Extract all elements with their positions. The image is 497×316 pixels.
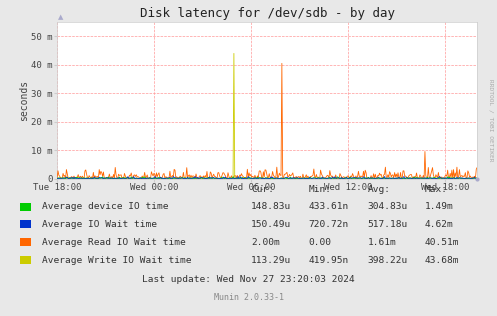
- Text: Average device IO time: Average device IO time: [42, 203, 169, 211]
- Text: 398.22u: 398.22u: [368, 256, 408, 265]
- Y-axis label: seconds: seconds: [19, 80, 29, 121]
- Text: ▲: ▲: [59, 15, 64, 21]
- Text: Average IO Wait time: Average IO Wait time: [42, 220, 157, 229]
- Text: 433.61n: 433.61n: [308, 203, 348, 211]
- Text: Munin 2.0.33-1: Munin 2.0.33-1: [214, 293, 283, 301]
- Text: 4.62m: 4.62m: [425, 220, 454, 229]
- Text: Min:: Min:: [308, 185, 331, 194]
- Text: 517.18u: 517.18u: [368, 220, 408, 229]
- Text: Average Read IO Wait time: Average Read IO Wait time: [42, 238, 186, 247]
- Text: 304.83u: 304.83u: [368, 203, 408, 211]
- Text: Average Write IO Wait time: Average Write IO Wait time: [42, 256, 192, 265]
- Text: 720.72n: 720.72n: [308, 220, 348, 229]
- Text: 2.00m: 2.00m: [251, 238, 280, 247]
- Text: 0.00: 0.00: [308, 238, 331, 247]
- Text: 43.68m: 43.68m: [425, 256, 459, 265]
- Text: 1.61m: 1.61m: [368, 238, 397, 247]
- Text: Avg:: Avg:: [368, 185, 391, 194]
- Text: Cur:: Cur:: [251, 185, 274, 194]
- Text: 40.51m: 40.51m: [425, 238, 459, 247]
- Text: RRDTOOL / TOBI OETIKER: RRDTOOL / TOBI OETIKER: [488, 79, 493, 161]
- Text: 150.49u: 150.49u: [251, 220, 291, 229]
- Text: 148.83u: 148.83u: [251, 203, 291, 211]
- Text: 419.95n: 419.95n: [308, 256, 348, 265]
- Text: 1.49m: 1.49m: [425, 203, 454, 211]
- Text: Last update: Wed Nov 27 23:20:03 2024: Last update: Wed Nov 27 23:20:03 2024: [142, 275, 355, 284]
- Title: Disk latency for /dev/sdb - by day: Disk latency for /dev/sdb - by day: [140, 7, 395, 20]
- Text: Max:: Max:: [425, 185, 448, 194]
- Text: 113.29u: 113.29u: [251, 256, 291, 265]
